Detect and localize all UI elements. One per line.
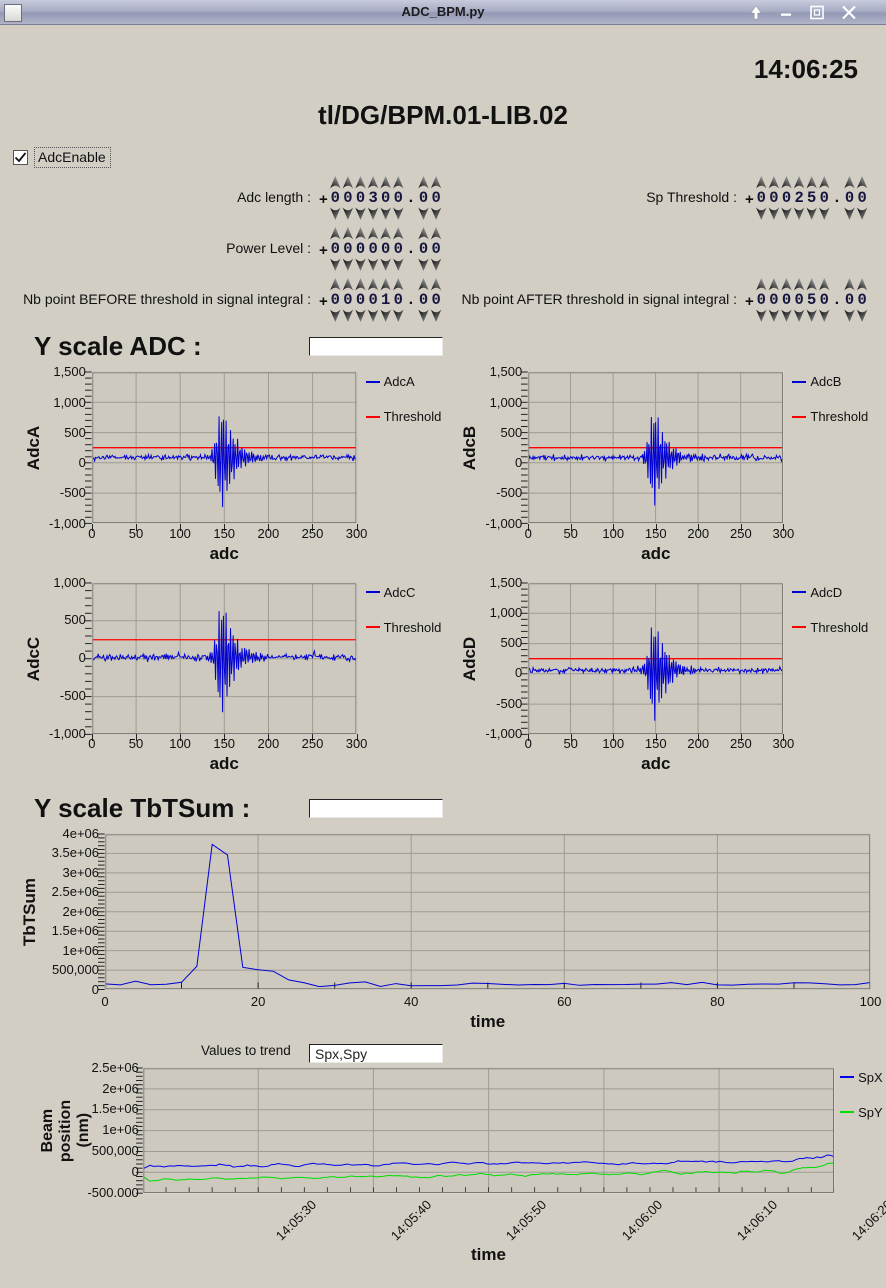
svg-text:0: 0 [330, 189, 339, 207]
svg-text:0: 0 [343, 240, 352, 258]
svg-text:0: 0 [330, 291, 339, 309]
svg-text:0: 0 [330, 240, 339, 258]
svg-text:5: 5 [807, 189, 816, 207]
svg-text:.: . [832, 291, 841, 309]
svg-text:0: 0 [368, 240, 377, 258]
svg-text:0: 0 [431, 291, 440, 309]
svg-text:3: 3 [368, 189, 377, 207]
svg-text:0: 0 [782, 291, 791, 309]
svg-text:0: 0 [819, 291, 828, 309]
svg-text:0: 0 [431, 189, 440, 207]
svg-text:5: 5 [807, 291, 816, 309]
svg-text:0: 0 [756, 189, 765, 207]
svg-text:0: 0 [393, 291, 402, 309]
svg-text:0: 0 [368, 291, 377, 309]
svg-text:0: 0 [857, 291, 866, 309]
svg-text:2: 2 [794, 189, 803, 207]
svg-text:0: 0 [419, 189, 428, 207]
svg-text:.: . [832, 189, 841, 207]
svg-text:0: 0 [845, 291, 854, 309]
svg-text:.: . [406, 291, 415, 309]
svg-text:0: 0 [419, 240, 428, 258]
svg-text:0: 0 [769, 291, 778, 309]
svg-text:.: . [406, 240, 415, 258]
svg-text:0: 0 [431, 240, 440, 258]
svg-text:0: 0 [857, 189, 866, 207]
svg-text:0: 0 [343, 291, 352, 309]
svg-text:0: 0 [794, 291, 803, 309]
svg-text:0: 0 [769, 189, 778, 207]
svg-text:0: 0 [782, 189, 791, 207]
svg-text:0: 0 [381, 240, 390, 258]
svg-text:0: 0 [356, 189, 365, 207]
svg-text:0: 0 [343, 189, 352, 207]
svg-text:0: 0 [356, 291, 365, 309]
svg-text:0: 0 [381, 189, 390, 207]
svg-text:1: 1 [381, 291, 390, 309]
svg-text:0: 0 [845, 189, 854, 207]
svg-text:.: . [406, 189, 415, 207]
svg-text:0: 0 [756, 291, 765, 309]
svg-text:0: 0 [819, 189, 828, 207]
svg-text:0: 0 [419, 291, 428, 309]
svg-text:0: 0 [356, 240, 365, 258]
svg-text:0: 0 [393, 240, 402, 258]
svg-text:0: 0 [393, 189, 402, 207]
